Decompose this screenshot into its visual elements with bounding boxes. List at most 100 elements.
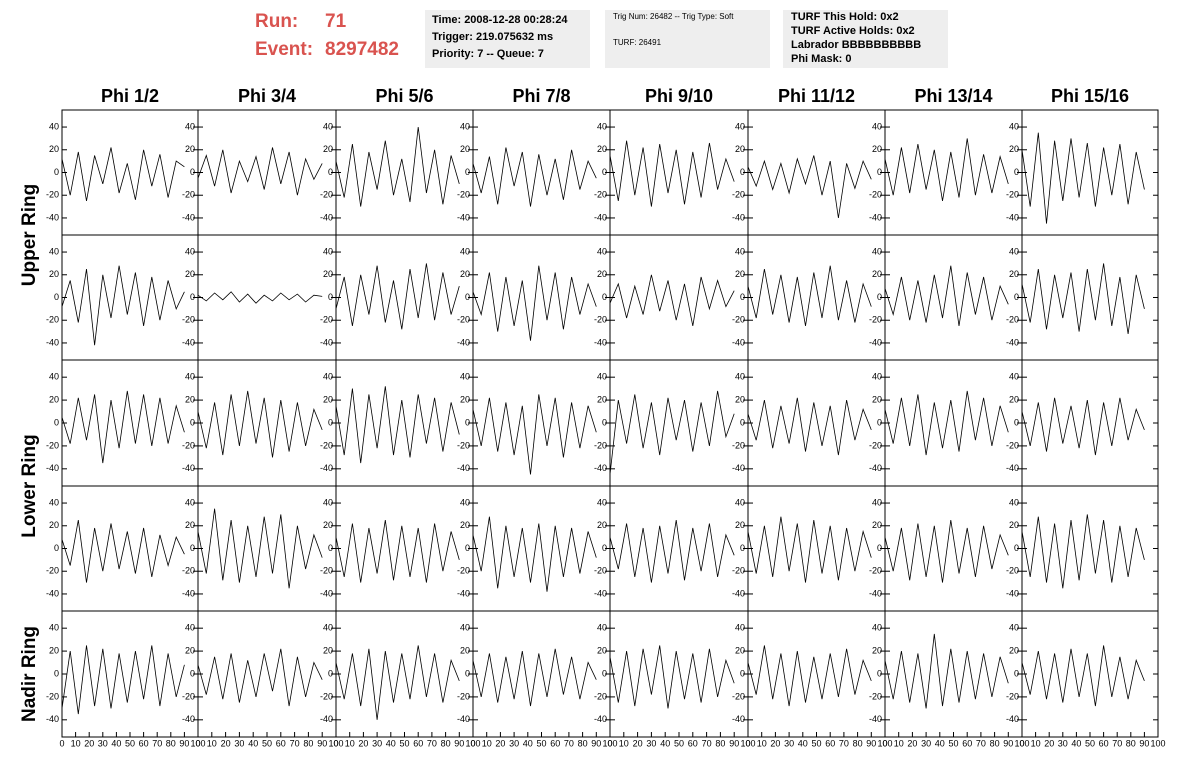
- waveform: [1021, 132, 1145, 224]
- x-tick-label: 40: [523, 738, 533, 748]
- y-tick-label: -20: [457, 440, 470, 450]
- y-tick-label: 40: [597, 121, 607, 131]
- y-tick-label: -20: [46, 566, 59, 576]
- column-title: Phi 7/8: [512, 86, 570, 106]
- y-tick-label: 0: [465, 167, 470, 177]
- y-tick-label: 40: [1009, 497, 1019, 507]
- panel-frame: [197, 109, 337, 236]
- y-tick-label: -20: [732, 440, 745, 450]
- y-tick-label: 0: [465, 668, 470, 678]
- x-tick-label: 10: [482, 738, 492, 748]
- x-tick-label: 0: [59, 738, 64, 748]
- panel-frame: [61, 359, 199, 487]
- y-tick-label: -20: [182, 566, 195, 576]
- y-tick-label: 0: [740, 543, 745, 553]
- y-tick-label: -20: [594, 566, 607, 576]
- y-tick-label: 20: [597, 269, 607, 279]
- y-tick-label: -40: [869, 463, 882, 473]
- x-tick-label: 0: [333, 738, 338, 748]
- x-tick-label: 20: [633, 738, 643, 748]
- x-tick-label: 0: [882, 738, 887, 748]
- y-tick-label: 20: [49, 144, 59, 154]
- y-tick-label: -20: [46, 691, 59, 701]
- y-tick-label: 20: [49, 520, 59, 530]
- panel-frame: [609, 610, 749, 738]
- y-tick-label: 20: [735, 144, 745, 154]
- waveform: [609, 520, 735, 583]
- info-text: TURF This Hold: 0x2: [791, 11, 899, 23]
- y-tick-label: 20: [735, 394, 745, 404]
- info-box: [605, 10, 770, 68]
- y-tick-label: -20: [320, 315, 333, 325]
- y-tick-label: 0: [328, 292, 333, 302]
- y-tick-label: 0: [877, 668, 882, 678]
- waveform: [884, 520, 1009, 583]
- y-tick-label: 20: [735, 520, 745, 530]
- y-tick-label: 0: [190, 543, 195, 553]
- waveform: [335, 263, 460, 330]
- x-tick-label: 50: [125, 738, 135, 748]
- y-tick-label: 0: [877, 543, 882, 553]
- y-tick-label: 0: [54, 167, 59, 177]
- y-tick-label: 0: [1014, 292, 1019, 302]
- waveform: [609, 140, 735, 207]
- column-title: Phi 11/12: [778, 86, 855, 106]
- y-tick-label: 0: [54, 668, 59, 678]
- y-tick-label: -40: [1006, 463, 1019, 473]
- y-tick-label: 40: [735, 121, 745, 131]
- y-tick-label: -40: [182, 714, 195, 724]
- y-tick-label: -20: [46, 315, 59, 325]
- info-text: Trigger: 219.075632 ms: [432, 31, 553, 43]
- x-tick-label: 100: [1014, 738, 1029, 748]
- y-tick-label: -20: [732, 691, 745, 701]
- x-tick-label: 40: [1071, 738, 1081, 748]
- x-tick-label: 90: [591, 738, 601, 748]
- x-tick-label: 20: [84, 738, 94, 748]
- y-tick-label: -40: [182, 212, 195, 222]
- y-tick-label: 40: [185, 121, 195, 131]
- y-tick-label: 40: [1009, 121, 1019, 131]
- waveform: [472, 516, 597, 592]
- y-tick-label: -20: [457, 691, 470, 701]
- x-tick-label: 60: [688, 738, 698, 748]
- y-tick-label: -20: [320, 190, 333, 200]
- y-tick-label: -20: [46, 440, 59, 450]
- y-tick-label: 20: [872, 269, 882, 279]
- waveform: [747, 265, 872, 326]
- column-title: Phi 13/14: [914, 86, 992, 106]
- x-tick-label: 70: [839, 738, 849, 748]
- y-tick-label: 0: [328, 668, 333, 678]
- y-tick-label: -40: [869, 588, 882, 598]
- x-tick-label: 10: [894, 738, 904, 748]
- y-tick-label: 0: [465, 417, 470, 427]
- row-label: Lower Ring: [19, 434, 40, 537]
- y-tick-label: -40: [182, 337, 195, 347]
- y-tick-label: -40: [594, 212, 607, 222]
- y-tick-label: -20: [182, 440, 195, 450]
- waveform: [1021, 514, 1145, 589]
- y-tick-label: 40: [735, 623, 745, 633]
- x-tick-label: 30: [784, 738, 794, 748]
- column-title: Phi 1/2: [101, 86, 159, 106]
- waveform: [609, 645, 735, 709]
- panel-frame: [335, 485, 474, 612]
- waveform: [1021, 263, 1145, 334]
- x-tick-label: 30: [98, 738, 108, 748]
- y-tick-label: 0: [602, 167, 607, 177]
- panel-frame: [609, 234, 749, 361]
- info-text: Labrador BBBBBBBBBB: [791, 39, 921, 51]
- waveform: [335, 386, 460, 464]
- waveform: [1021, 397, 1145, 456]
- x-tick-label: 50: [536, 738, 546, 748]
- y-tick-label: 40: [323, 497, 333, 507]
- waveform: [472, 648, 597, 707]
- x-tick-label: 100: [465, 738, 480, 748]
- y-tick-label: -20: [594, 440, 607, 450]
- x-tick-label: 100: [190, 738, 205, 748]
- y-tick-label: 40: [735, 246, 745, 256]
- y-tick-label: 0: [465, 292, 470, 302]
- y-tick-label: 20: [872, 144, 882, 154]
- y-tick-label: 20: [597, 144, 607, 154]
- panel-frame: [197, 485, 337, 612]
